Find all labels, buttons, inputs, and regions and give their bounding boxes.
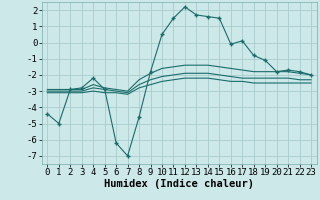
X-axis label: Humidex (Indice chaleur): Humidex (Indice chaleur) [104, 179, 254, 189]
